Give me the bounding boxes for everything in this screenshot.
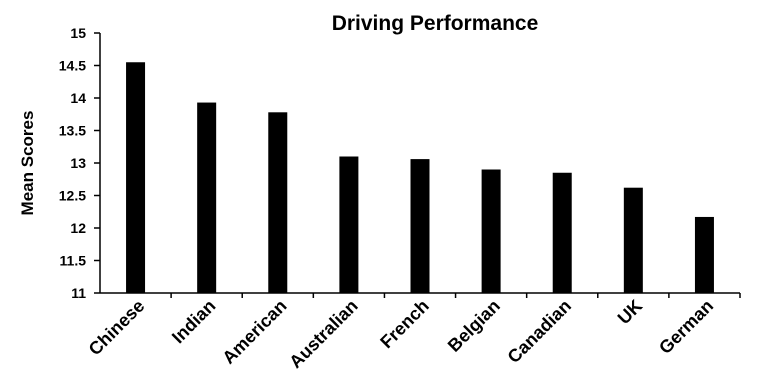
- chart-title: Driving Performance: [332, 12, 539, 35]
- y-axis-label: Mean Scores: [18, 111, 37, 216]
- bars: [126, 62, 714, 293]
- y-tick-label: 14: [70, 90, 86, 106]
- y-tick-label: 12.5: [59, 188, 86, 204]
- y-tick-label: 13.5: [59, 123, 86, 139]
- y-tick-label: 12: [70, 220, 86, 236]
- x-tick-label-german: German: [655, 296, 717, 358]
- y-tick-label: 11.5: [60, 253, 87, 269]
- bar-australian: [339, 156, 359, 293]
- bar-american: [268, 112, 288, 293]
- x-tick-label-french: French: [376, 296, 433, 353]
- y-tick-label: 13: [70, 155, 86, 171]
- y-tick-label: 14.5: [59, 58, 86, 74]
- x-tick-label-uk: UK: [614, 296, 647, 329]
- bar-belgian: [481, 169, 501, 293]
- x-tick-label-indian: Indian: [168, 296, 220, 348]
- y-tick-label: 15: [70, 25, 86, 41]
- bar-canadian: [552, 172, 572, 293]
- x-tick-label-canadian: Canadian: [504, 296, 575, 367]
- x-tick-label-chinese: Chinese: [85, 296, 149, 360]
- x-tick-label-australian: Australian: [285, 296, 361, 372]
- bar-chinese: [126, 62, 146, 293]
- y-tick-label: 11: [71, 285, 86, 301]
- bar-french: [410, 159, 430, 293]
- x-tick-label-american: American: [218, 296, 290, 368]
- y-axis-ticks: 11 11.5 12 12.5 13 13.5 14 14.5 15: [59, 25, 100, 301]
- x-tick-label-belgian: Belgian: [444, 296, 504, 356]
- bar-german: [694, 216, 714, 293]
- bar-uk: [623, 187, 643, 293]
- bar-indian: [197, 102, 217, 293]
